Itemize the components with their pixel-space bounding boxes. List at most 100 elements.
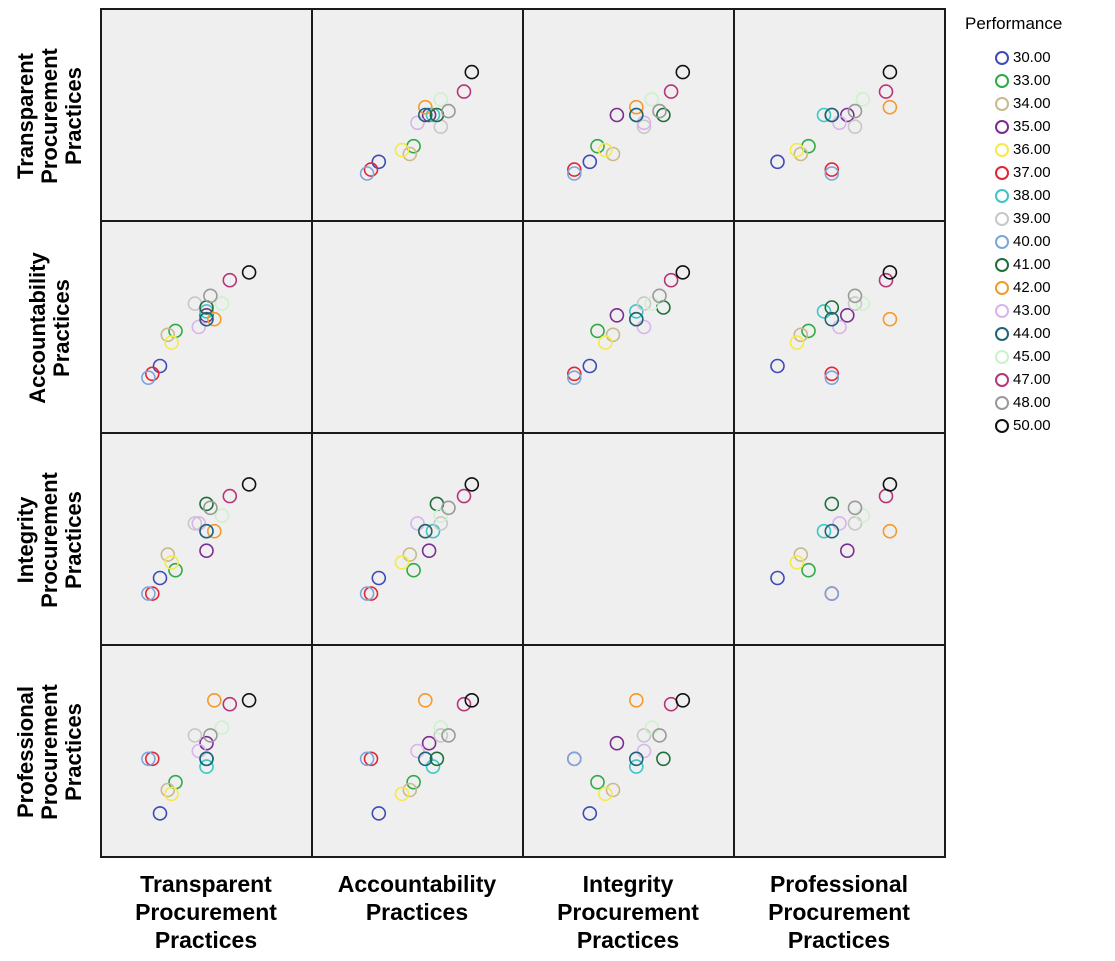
point-I-P-7 <box>847 516 863 531</box>
point-T-I-10 <box>628 99 644 115</box>
point-P-A-0 <box>371 806 387 821</box>
point-I-P-6 <box>816 523 832 539</box>
legend-circle-icon <box>995 326 1009 341</box>
point-T-A-13 <box>433 92 449 107</box>
point-T-I-1 <box>590 138 605 154</box>
point-P-I-15 <box>652 728 667 743</box>
point-I-A-16 <box>464 477 480 492</box>
point-I-T-15 <box>203 500 218 516</box>
point-T-P-0 <box>770 154 785 170</box>
point-P-A-2 <box>402 782 418 798</box>
point-A-P-9 <box>824 300 840 315</box>
y-axis-label-line: Integrity <box>13 496 38 583</box>
point-P-T-8 <box>141 751 156 767</box>
point-T-A-11 <box>410 115 425 131</box>
x-axis-label-line: Professional <box>769 871 909 897</box>
legend-item-label: 37.00 <box>1013 164 1051 181</box>
y-axis-label-line: Practices <box>61 702 86 801</box>
legend-item: 45.00 <box>995 345 1062 368</box>
point-P-T-0 <box>152 806 168 821</box>
point-I-A-12 <box>417 523 433 539</box>
point-I-A-13 <box>433 508 449 523</box>
point-I-A-3 <box>421 543 437 559</box>
point-I-P-13 <box>855 508 871 523</box>
point-I-T-4 <box>164 555 179 570</box>
legend-circle-icon <box>995 234 1009 249</box>
legend-item-label: 42.00 <box>1013 279 1051 296</box>
legend-title: Performance <box>965 14 1063 33</box>
point-A-I-5 <box>566 366 582 382</box>
x-axis-label-line: Practices <box>576 927 680 953</box>
legend-item: 37.00 <box>995 161 1062 184</box>
point-T-P-11 <box>832 115 847 131</box>
legend-circle-icon <box>995 96 1009 111</box>
x-axis-label-I: Integrity Procurement Practices <box>523 870 733 954</box>
point-T-P-10 <box>882 99 898 115</box>
legend-item: 35.00 <box>995 115 1062 138</box>
matrix-cell-A-I <box>523 221 734 433</box>
point-P-T-10 <box>207 692 222 708</box>
x-axis-label-P: Professional Procurement Practices <box>734 870 944 954</box>
x-axis-label-line: Accountability <box>337 871 497 897</box>
point-P-T-3 <box>199 735 214 751</box>
legend-item: 50.00 <box>995 414 1062 437</box>
point-A-T-3 <box>199 307 214 323</box>
point-I-P-11 <box>832 516 847 531</box>
point-I-T-11 <box>191 516 207 531</box>
point-I-A-0 <box>371 570 387 586</box>
legend-item: 43.00 <box>995 299 1062 322</box>
point-A-I-4 <box>597 335 613 350</box>
legend-circle-icon <box>995 211 1009 226</box>
matrix-cell-P-A <box>312 645 523 857</box>
point-I-A-2 <box>402 547 418 562</box>
point-A-P-0 <box>770 358 785 374</box>
matrix-cell-P-T <box>101 645 312 857</box>
point-T-A-8 <box>359 166 375 181</box>
point-A-I-8 <box>566 370 582 386</box>
point-A-I-0 <box>582 358 598 374</box>
matrix-cell-T-T <box>101 9 312 221</box>
point-P-A-4 <box>394 786 410 802</box>
point-I-T-7 <box>187 516 203 531</box>
point-I-T-13 <box>214 508 230 523</box>
point-A-T-5 <box>145 366 160 382</box>
point-A-T-2 <box>160 327 176 343</box>
legend: Performance 30.00 33.00 34.00 35.00 36.00 37.… <box>965 14 1062 437</box>
point-I-A-4 <box>394 555 410 570</box>
y-axis-label-line: Practices <box>61 66 86 165</box>
point-P-A-10 <box>417 692 433 708</box>
point-P-A-9 <box>429 751 445 767</box>
point-I-A-11 <box>410 516 425 531</box>
point-P-I-2 <box>605 782 621 798</box>
point-A-P-14 <box>878 272 894 288</box>
y-axis-label-line: Practices <box>61 490 86 589</box>
point-A-I-16 <box>675 265 691 280</box>
legend-circle-icon <box>995 372 1009 387</box>
point-A-T-14 <box>222 272 238 288</box>
point-A-P-15 <box>847 288 863 304</box>
legend-circle-icon <box>995 165 1009 180</box>
point-I-P-2 <box>793 547 809 562</box>
point-A-I-6 <box>628 304 644 319</box>
point-P-I-16 <box>675 692 691 708</box>
legend-item-label: 34.00 <box>1013 95 1051 112</box>
point-A-P-16 <box>882 265 898 280</box>
matrix-cells <box>101 9 945 857</box>
point-P-T-4 <box>164 786 179 802</box>
point-P-A-13 <box>433 720 449 735</box>
point-T-P-8 <box>824 166 840 181</box>
point-A-P-12 <box>824 311 840 327</box>
point-P-A-3 <box>421 735 437 751</box>
point-I-P-16 <box>882 477 898 492</box>
point-T-P-7 <box>847 119 863 134</box>
point-P-I-0 <box>582 806 598 821</box>
point-P-I-9 <box>656 751 671 767</box>
legend-item: 42.00 <box>995 276 1062 299</box>
x-axis-label-line: Procurement <box>557 899 699 925</box>
point-T-I-0 <box>582 154 598 170</box>
legend-item: 38.00 <box>995 184 1062 207</box>
legend-circle-icon <box>995 418 1009 433</box>
legend-item-label: 35.00 <box>1013 118 1051 135</box>
point-P-I-10 <box>628 692 644 708</box>
point-I-T-10 <box>207 523 222 539</box>
